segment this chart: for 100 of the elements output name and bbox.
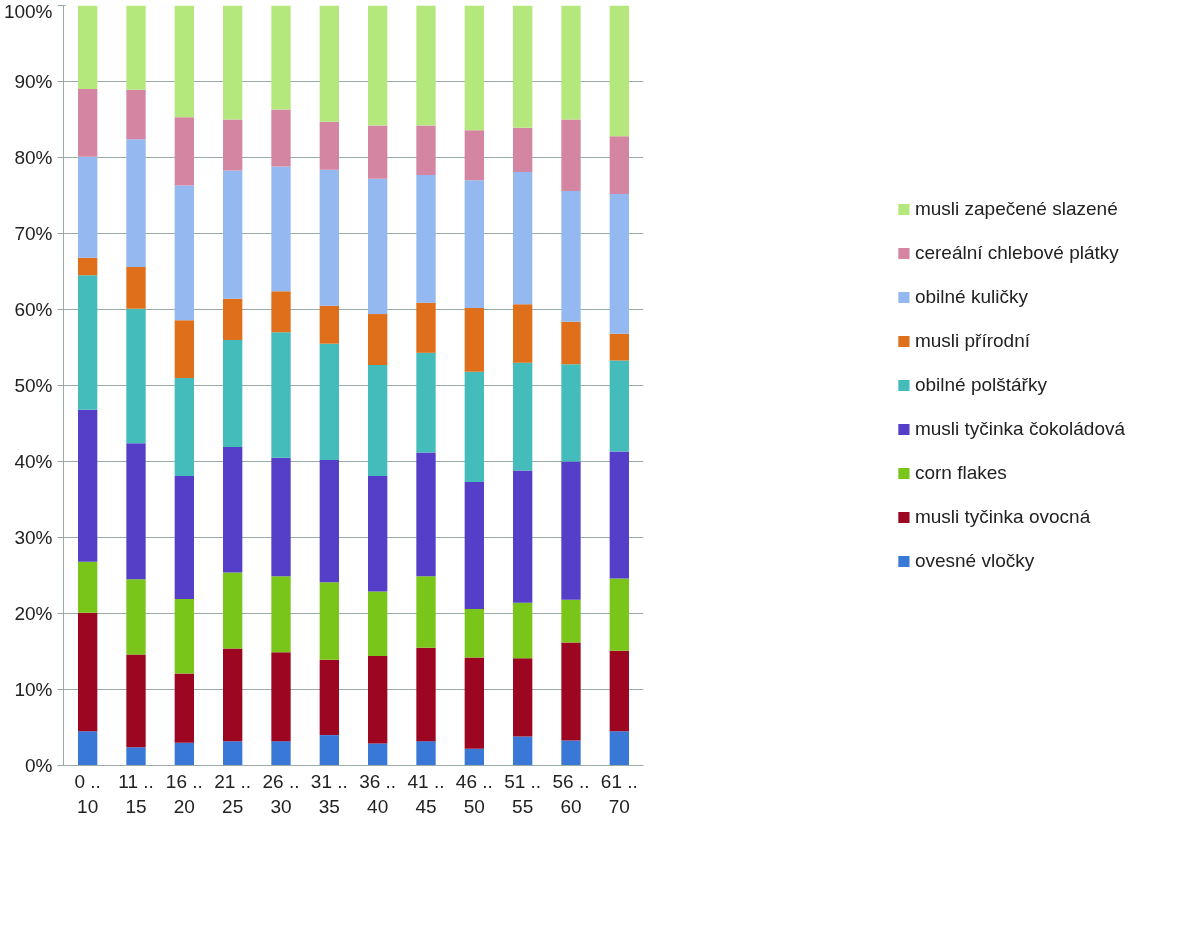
bar bbox=[223, 339, 243, 448]
bar bbox=[513, 171, 533, 305]
bar bbox=[561, 740, 581, 766]
bar bbox=[126, 89, 146, 140]
bar bbox=[271, 5, 291, 110]
bar bbox=[464, 307, 484, 372]
bar bbox=[126, 747, 146, 766]
y-tick-label: 10% bbox=[14, 679, 53, 700]
bar bbox=[223, 5, 243, 120]
bar bbox=[319, 582, 339, 660]
bar bbox=[561, 321, 581, 365]
bar bbox=[368, 656, 388, 744]
bar bbox=[271, 457, 291, 577]
bar bbox=[319, 305, 339, 344]
bar bbox=[464, 608, 484, 658]
bar bbox=[368, 314, 388, 365]
y-tick-label: 80% bbox=[14, 147, 53, 168]
bar bbox=[416, 302, 436, 353]
x-tick-label: 36 .. 40 bbox=[359, 770, 397, 817]
legend-label: musli tyčinka čokoládová bbox=[914, 418, 1126, 440]
x-tick-label: 51 .. 55 bbox=[504, 770, 542, 817]
bar bbox=[513, 127, 533, 172]
bar bbox=[561, 364, 581, 462]
bar bbox=[319, 459, 339, 583]
bar bbox=[319, 659, 339, 736]
bar bbox=[368, 5, 388, 126]
bar bbox=[464, 748, 484, 766]
y-tick-label: 60% bbox=[14, 299, 53, 320]
bar bbox=[174, 117, 194, 186]
y-tick-label: 30% bbox=[14, 527, 53, 548]
bar bbox=[464, 130, 484, 181]
x-tick-label: 16 .. 20 bbox=[165, 770, 203, 817]
x-tick-label: 11 .. 15 bbox=[118, 770, 154, 817]
x-tick-label: 61 .. 70 bbox=[600, 770, 638, 817]
legend-label: musli přírodní bbox=[914, 330, 1031, 352]
bar bbox=[223, 741, 243, 766]
bar bbox=[78, 5, 98, 90]
legend-label: musli tyčinka ovocná bbox=[914, 506, 1091, 528]
bar bbox=[416, 352, 436, 453]
bar bbox=[609, 731, 629, 766]
bar bbox=[416, 647, 436, 742]
bar bbox=[223, 298, 243, 340]
bar bbox=[561, 5, 581, 120]
legend-label: ovesné vločky bbox=[914, 550, 1035, 572]
bar bbox=[126, 579, 146, 655]
bar bbox=[78, 156, 98, 258]
bar bbox=[464, 5, 484, 131]
bar bbox=[126, 443, 146, 580]
bar bbox=[609, 136, 629, 194]
bar bbox=[513, 362, 533, 471]
x-tick-label: 26 .. 30 bbox=[262, 770, 300, 817]
y-tick-label: 20% bbox=[14, 603, 53, 624]
bar bbox=[561, 461, 581, 600]
y-tick-label: 100% bbox=[3, 0, 53, 22]
bar bbox=[416, 5, 436, 126]
bar bbox=[174, 5, 194, 118]
bar bbox=[368, 178, 388, 315]
bar bbox=[126, 139, 146, 267]
bar bbox=[416, 174, 436, 303]
bar bbox=[223, 170, 243, 299]
bar bbox=[78, 89, 98, 157]
bar bbox=[609, 650, 629, 732]
bar bbox=[416, 452, 436, 577]
bar bbox=[561, 642, 581, 741]
bar bbox=[174, 185, 194, 321]
bar bbox=[78, 612, 98, 732]
bar bbox=[271, 576, 291, 653]
y-tick-label: 0% bbox=[25, 755, 53, 776]
bar bbox=[174, 320, 194, 378]
bar bbox=[464, 657, 484, 749]
bar bbox=[126, 266, 146, 309]
bar bbox=[609, 193, 629, 334]
bar bbox=[78, 409, 98, 562]
bar bbox=[513, 304, 533, 363]
bar bbox=[609, 5, 629, 137]
bar bbox=[609, 333, 629, 361]
bar bbox=[368, 125, 388, 179]
bar bbox=[464, 180, 484, 308]
bar bbox=[513, 602, 533, 659]
bar bbox=[561, 190, 581, 322]
bar bbox=[319, 343, 339, 460]
bar bbox=[513, 658, 533, 737]
bar bbox=[416, 125, 436, 175]
bar bbox=[271, 741, 291, 766]
bar bbox=[174, 742, 194, 766]
bar bbox=[174, 599, 194, 674]
bar bbox=[174, 377, 194, 476]
bar bbox=[464, 371, 484, 483]
bar bbox=[126, 5, 146, 90]
x-tick-label: 46 .. 50 bbox=[455, 770, 493, 817]
bar bbox=[223, 648, 243, 742]
bar bbox=[223, 447, 243, 573]
x-tick-label: 56 .. 60 bbox=[552, 770, 590, 817]
bar bbox=[78, 275, 98, 410]
y-tick-label: 50% bbox=[14, 375, 53, 396]
bar bbox=[513, 736, 533, 766]
bar bbox=[78, 731, 98, 766]
bar bbox=[416, 741, 436, 766]
legend-label: obilné polštářky bbox=[914, 374, 1047, 396]
x-tick-label: 0 .. 10 bbox=[74, 770, 101, 817]
